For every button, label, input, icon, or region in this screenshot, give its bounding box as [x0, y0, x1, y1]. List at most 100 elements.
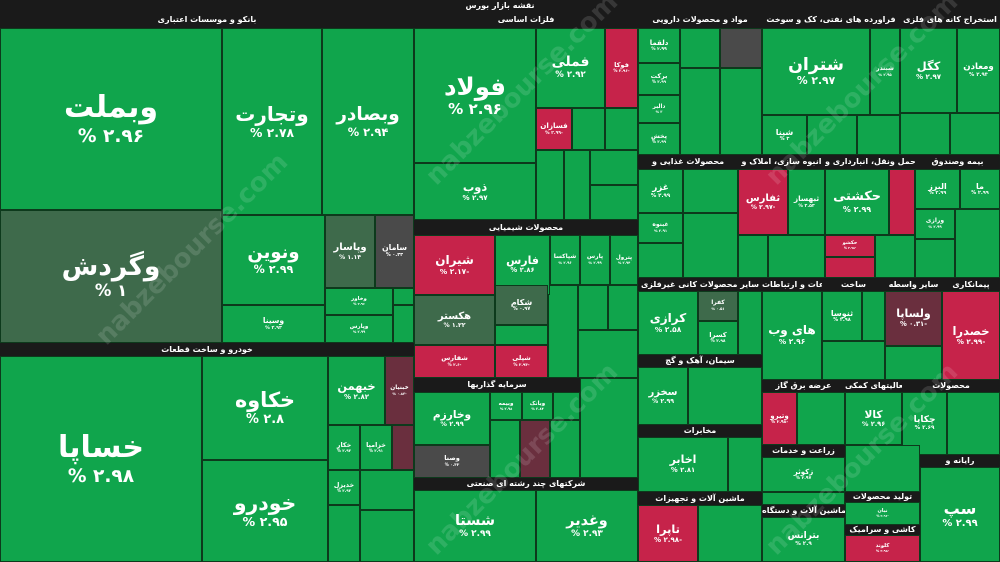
sector-header: پیمانکاری	[942, 278, 1000, 291]
tile-change: ۲.۹۷ %	[795, 476, 812, 482]
filler-tile	[947, 392, 1000, 455]
tile: شپنا ۳ %	[762, 115, 807, 155]
tile-name: وغدیر	[566, 512, 608, 529]
tile-name: شبندر	[876, 64, 894, 72]
tile-name: پخش	[650, 132, 668, 141]
sector-header: مواد و محصولات دارویی	[638, 12, 762, 28]
filler-tile	[360, 510, 414, 562]
tile-change: -۲.۹۷ %	[750, 204, 776, 212]
tile-change: ۲.۹۳ %	[265, 325, 282, 331]
tile-name: شتران	[788, 55, 844, 76]
filler-tile	[328, 505, 360, 562]
tile: کرازی ۲.۵۸ %	[638, 291, 698, 355]
sector-header: ماشین آلات و تجهیزات	[638, 492, 762, 505]
filler-tile	[762, 492, 845, 505]
tile-change: -۲.۶ %	[447, 361, 462, 367]
filler-tile	[495, 325, 548, 345]
tile-name: ثنوسا	[830, 308, 854, 318]
tile-name: ولساپا	[896, 307, 931, 321]
tile: ونوین ۲.۹۹ %	[222, 215, 325, 305]
tile-name: های وب	[768, 323, 816, 338]
tile-change: -۲.۹۸ %	[653, 535, 683, 544]
tile-change: ۲.۹۹ %	[588, 261, 602, 266]
filler-tile	[393, 305, 414, 343]
filler-tile	[825, 257, 875, 278]
tile: وبیمه ۲.۹۸ %	[490, 392, 522, 420]
tile-name: ونوین	[247, 242, 300, 264]
tile-name: برکت	[650, 72, 668, 81]
tile: چکاپا ۲.۶۹ %	[902, 392, 947, 455]
tile-name: کسرا	[709, 330, 727, 339]
tile-change: ۲.۹۸ %	[499, 407, 513, 412]
sector-header: محصولات غذایی و	[638, 155, 738, 169]
filler-tile	[683, 213, 738, 278]
tile-name: شفارس	[441, 354, 468, 363]
tile: شستا ۲.۹۹ %	[414, 490, 536, 562]
tile-name: پترول	[615, 254, 633, 261]
tile-name: ثفارس	[745, 192, 781, 204]
filler-tile	[862, 291, 885, 341]
tile-name: وپاسار	[333, 242, 367, 254]
tile-name: دالبر	[652, 103, 666, 110]
tile-change: ۲.۹۹ %	[651, 398, 675, 406]
tile-change: ۰.۴۳ %	[385, 253, 404, 259]
filler-tile	[698, 505, 762, 562]
tile-name: وخاور	[351, 296, 367, 303]
tile: ولساپا -۰.۳۱ %	[885, 291, 942, 346]
tile: کالا ۲.۹۶ %	[845, 392, 902, 445]
tile-change: -۲.۹۴ %	[513, 361, 530, 367]
sector-header: فلزات اساسی	[414, 12, 638, 28]
tile-change: ۲.۹۹ %	[842, 204, 872, 214]
tile-change: ۲.۹۴ %	[617, 261, 631, 266]
tile-change: ۲.۹۹ %	[942, 517, 978, 529]
filler-tile	[572, 108, 605, 150]
tile-name: اخابر	[669, 453, 697, 467]
filler-tile	[590, 185, 638, 220]
filler-tile	[392, 425, 414, 470]
tile-name: وصنا	[444, 454, 460, 463]
tile: خکاوه ۲.۸ %	[202, 356, 328, 460]
tile: البرز ۲.۹۹ %	[915, 169, 960, 209]
sector-header: عرضه برق گاز	[762, 380, 845, 392]
tile: وبانک ۲.۸۴ %	[522, 392, 553, 420]
tile-name: خودرو	[233, 491, 297, 515]
tile: حکشو -۲.۹۸ %	[825, 235, 875, 257]
tile-change: -۲.۱۷ %	[439, 266, 470, 276]
sector-header: زراعت و خدمات	[762, 445, 845, 457]
tile-change: ۲.۹۹ %	[440, 419, 464, 428]
tile-name: خزامیا	[366, 440, 386, 449]
tile: وبملت ۲.۹۶ %	[0, 28, 222, 210]
tile-name: نیان	[877, 507, 888, 514]
tile-name: شپنا	[775, 127, 794, 137]
filler-tile	[393, 288, 414, 305]
filler-tile	[728, 437, 762, 492]
tile-name: تاپرا	[656, 521, 680, 536]
filler-tile	[564, 150, 590, 220]
tile-name: فملی	[551, 54, 590, 71]
tile-name: خساپا	[58, 430, 144, 466]
tile-change: -۲.۹۸ %	[770, 420, 789, 426]
tile-change: ۲.۵۸ %	[654, 324, 682, 334]
filler-tile	[520, 420, 550, 478]
sector-header: تولید محصولات	[845, 492, 920, 502]
tile: کسرا ۲.۹۸ %	[698, 321, 738, 355]
tile: شبندر ۲.۹۵ %	[870, 28, 900, 115]
tile-change: ۲.۹۵ %	[878, 72, 892, 77]
tile-name: وتیرو	[770, 411, 789, 420]
tile-change: ۳ %	[779, 135, 790, 142]
tile-change: ۲.۹۱ %	[653, 229, 668, 234]
filler-tile	[638, 243, 683, 278]
tile-change: ۲.۹۷ %	[915, 72, 942, 81]
tile-name: فولاد	[444, 71, 506, 101]
tile-change: ۲.۸۴ %	[531, 407, 544, 412]
tile-change: -۲.۹۶ %	[613, 68, 630, 74]
filler-tile	[490, 420, 520, 478]
tile: وگردش ۱ %	[0, 210, 222, 343]
tile-change: ۲.۹۳ %	[336, 447, 352, 453]
filler-tile	[578, 330, 638, 378]
tile: وخارزم ۲.۹۹ %	[414, 392, 490, 445]
filler-tile	[875, 235, 915, 278]
tile: فسازان -۲.۹۹ %	[536, 108, 572, 150]
tile-name: شیران	[435, 252, 474, 267]
